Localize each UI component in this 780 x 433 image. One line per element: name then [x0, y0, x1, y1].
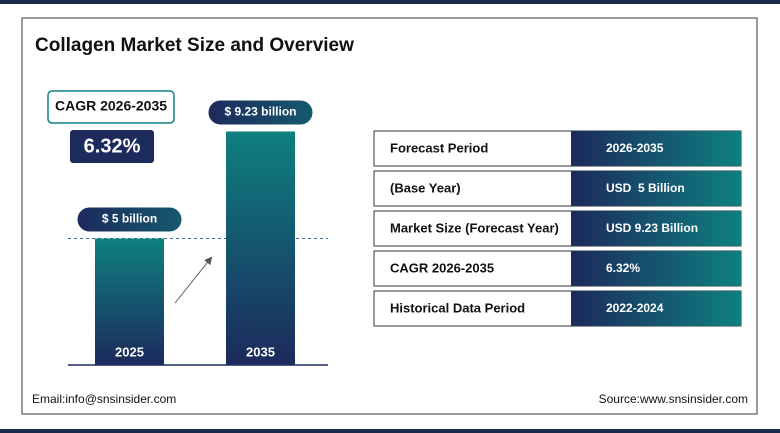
value-pill	[77, 207, 182, 232]
cagr-value-box	[70, 130, 154, 163]
bar	[226, 131, 295, 365]
category-label: 2025	[115, 344, 144, 359]
value-cell	[571, 211, 741, 246]
row-label: CAGR 2026-2035	[390, 260, 494, 275]
row-value: USD 9.23 Billion	[606, 221, 698, 235]
value-cell	[571, 291, 741, 326]
value-pill	[208, 100, 313, 125]
value-label: $ 9.23 billion	[224, 105, 296, 119]
growth-arrow	[174, 256, 213, 304]
bar	[95, 238, 164, 365]
cagr-box	[47, 90, 175, 124]
value-cell	[571, 171, 741, 206]
footer-source: Source:www.snsinsider.com	[599, 392, 748, 406]
footer-email: Email:info@snsinsider.com	[32, 392, 176, 406]
row-label: Forecast Period	[390, 140, 488, 155]
row-label: (Base Year)	[390, 180, 461, 195]
row-value: 6.32%	[606, 261, 640, 275]
value-cell	[571, 251, 741, 286]
top-strip	[0, 0, 780, 4]
row-label: Market Size (Forecast Year)	[390, 220, 559, 235]
title: Collagen Market Size and Overview	[35, 35, 354, 56]
value-cell	[571, 131, 741, 166]
row-value: USD 5 Billion	[606, 181, 685, 195]
cagr-value: 6.32%	[84, 135, 141, 157]
row-label: Historical Data Period	[390, 300, 525, 315]
category-label: 2035	[246, 344, 275, 359]
cagr-label: CAGR 2026-2035	[55, 98, 167, 114]
row-value: 2022-2024	[606, 301, 664, 315]
value-label: $ 5 billion	[102, 212, 157, 226]
row-value: 2026-2035	[606, 141, 664, 155]
bottom-strip	[0, 429, 780, 433]
